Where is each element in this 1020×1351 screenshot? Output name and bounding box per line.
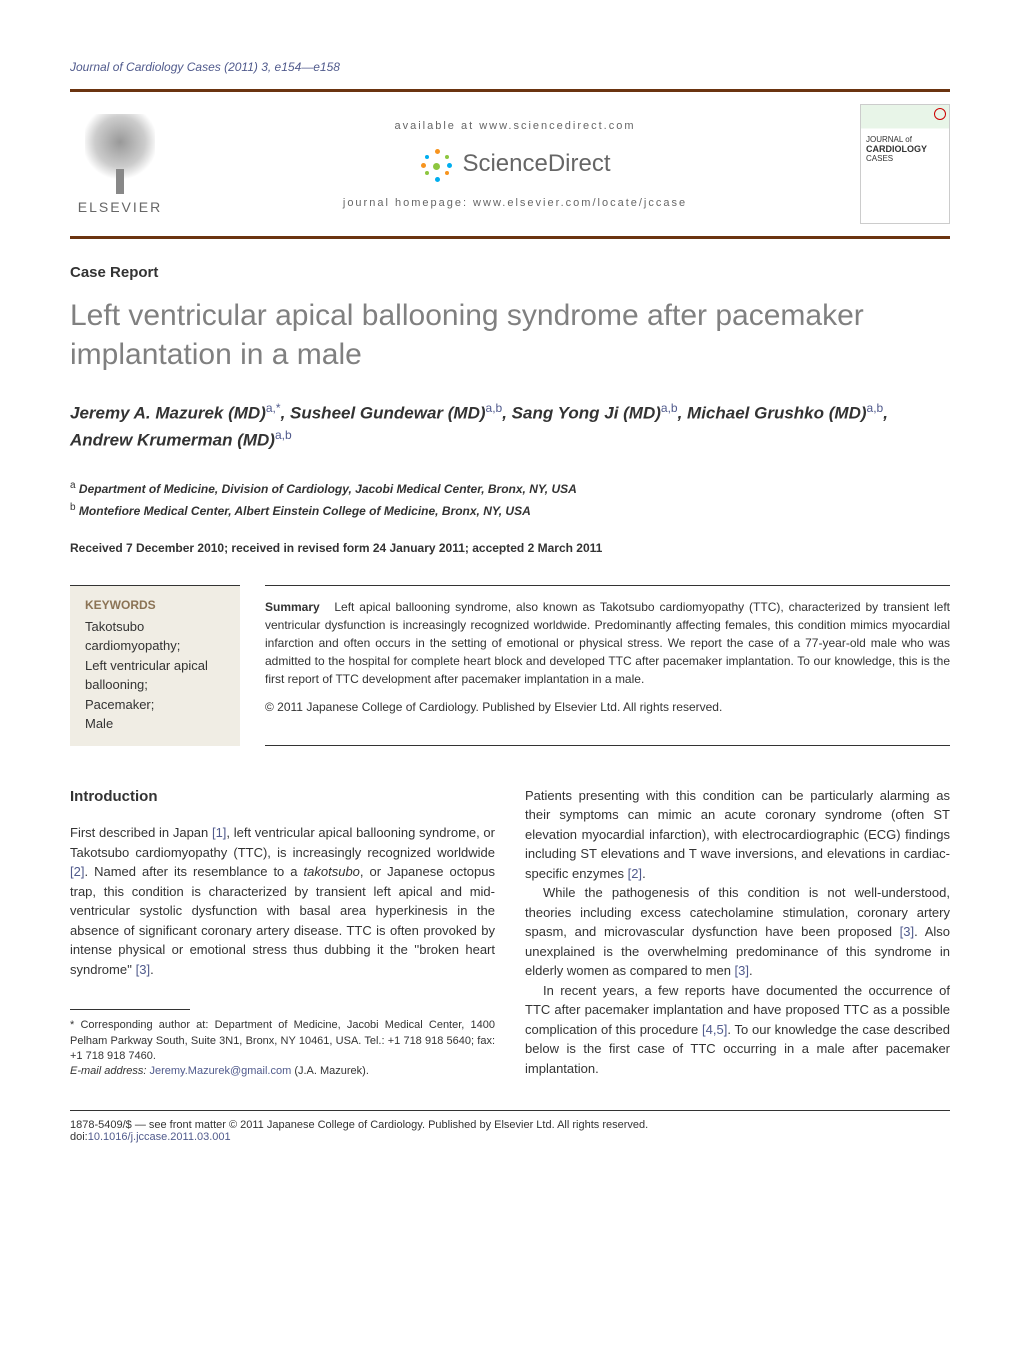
keywords-box: KEYWORDS Takotsubo cardiomyopathy;Left v… bbox=[70, 585, 240, 746]
journal-cover-thumbnail: JOURNAL of CARDIOLOGY CASES bbox=[860, 104, 950, 224]
sciencedirect-logo: ScienceDirect bbox=[170, 147, 860, 182]
cover-journal-text: JOURNAL of bbox=[866, 135, 944, 144]
summary-copyright: © 2011 Japanese College of Cardiology. P… bbox=[265, 698, 950, 716]
affiliation-a: Department of Medicine, Division of Card… bbox=[79, 482, 577, 496]
keywords-title: KEYWORDS bbox=[85, 598, 225, 612]
intro-para-1: First described in Japan [1], left ventr… bbox=[70, 823, 495, 979]
sciencedirect-block: available at www.sciencedirect.com Scien… bbox=[170, 120, 860, 209]
email-label: E-mail address: bbox=[70, 1065, 146, 1077]
journal-citation-header: Journal of Cardiology Cases (2011) 3, e1… bbox=[70, 60, 950, 74]
email-author: (J.A. Mazurek). bbox=[294, 1065, 369, 1077]
front-matter-text: 1878-5409/$ — see front matter © 2011 Ja… bbox=[70, 1119, 950, 1131]
doi-link[interactable]: 10.1016/j.jccase.2011.03.001 bbox=[88, 1131, 231, 1143]
cover-logo-icon bbox=[934, 108, 946, 120]
article-title: Left ventricular apical ballooning syndr… bbox=[70, 296, 950, 374]
sciencedirect-label: ScienceDirect bbox=[462, 150, 610, 178]
affiliation-b: Montefiore Medical Center, Albert Einste… bbox=[79, 504, 531, 518]
available-at-text: available at www.sciencedirect.com bbox=[170, 120, 860, 132]
abstract-box: KEYWORDS Takotsubo cardiomyopathy;Left v… bbox=[70, 585, 950, 746]
bottom-copyright-block: 1878-5409/$ — see front matter © 2011 Ja… bbox=[70, 1110, 950, 1143]
email-footnote: E-mail address: Jeremy.Mazurek@gmail.com… bbox=[70, 1064, 495, 1079]
right-column: Patients presenting with this condition … bbox=[525, 786, 950, 1080]
publisher-top-bar: ELSEVIER available at www.sciencedirect.… bbox=[70, 89, 950, 239]
article-dates: Received 7 December 2010; received in re… bbox=[70, 541, 950, 555]
summary-text: Left apical ballooning syndrome, also kn… bbox=[265, 600, 950, 686]
footnote-separator bbox=[70, 1009, 190, 1010]
sciencedirect-icon bbox=[419, 147, 454, 182]
body-columns: Introduction First described in Japan [1… bbox=[70, 786, 950, 1080]
elsevier-label: ELSEVIER bbox=[78, 199, 162, 215]
summary-block: Summary Left apical ballooning syndrome,… bbox=[265, 585, 950, 746]
cover-cardiology-text: CARDIOLOGY bbox=[866, 144, 944, 154]
elsevier-logo: ELSEVIER bbox=[70, 114, 170, 215]
journal-homepage-text: journal homepage: www.elsevier.com/locat… bbox=[170, 197, 860, 209]
intro-para-3: While the pathogenesis of this condition… bbox=[525, 883, 950, 981]
keywords-list: Takotsubo cardiomyopathy;Left ventricula… bbox=[85, 617, 225, 734]
elsevier-tree-icon bbox=[85, 114, 155, 194]
article-type-label: Case Report bbox=[70, 264, 950, 281]
introduction-heading: Introduction bbox=[70, 786, 495, 809]
email-link[interactable]: Jeremy.Mazurek@gmail.com bbox=[149, 1065, 291, 1077]
summary-label: Summary bbox=[265, 600, 320, 614]
doi-label: doi: bbox=[70, 1131, 88, 1143]
left-column: Introduction First described in Japan [1… bbox=[70, 786, 495, 1080]
corresponding-author-footnote: * Corresponding author at: Department of… bbox=[70, 1018, 495, 1064]
cover-cases-text: CASES bbox=[866, 154, 944, 163]
affiliations: a Department of Medicine, Division of Ca… bbox=[70, 478, 950, 520]
intro-para-2: Patients presenting with this condition … bbox=[525, 786, 950, 884]
authors-list: Jeremy A. Mazurek (MD)a,*, Susheel Gunde… bbox=[70, 399, 950, 453]
intro-para-4: In recent years, a few reports have docu… bbox=[525, 981, 950, 1079]
